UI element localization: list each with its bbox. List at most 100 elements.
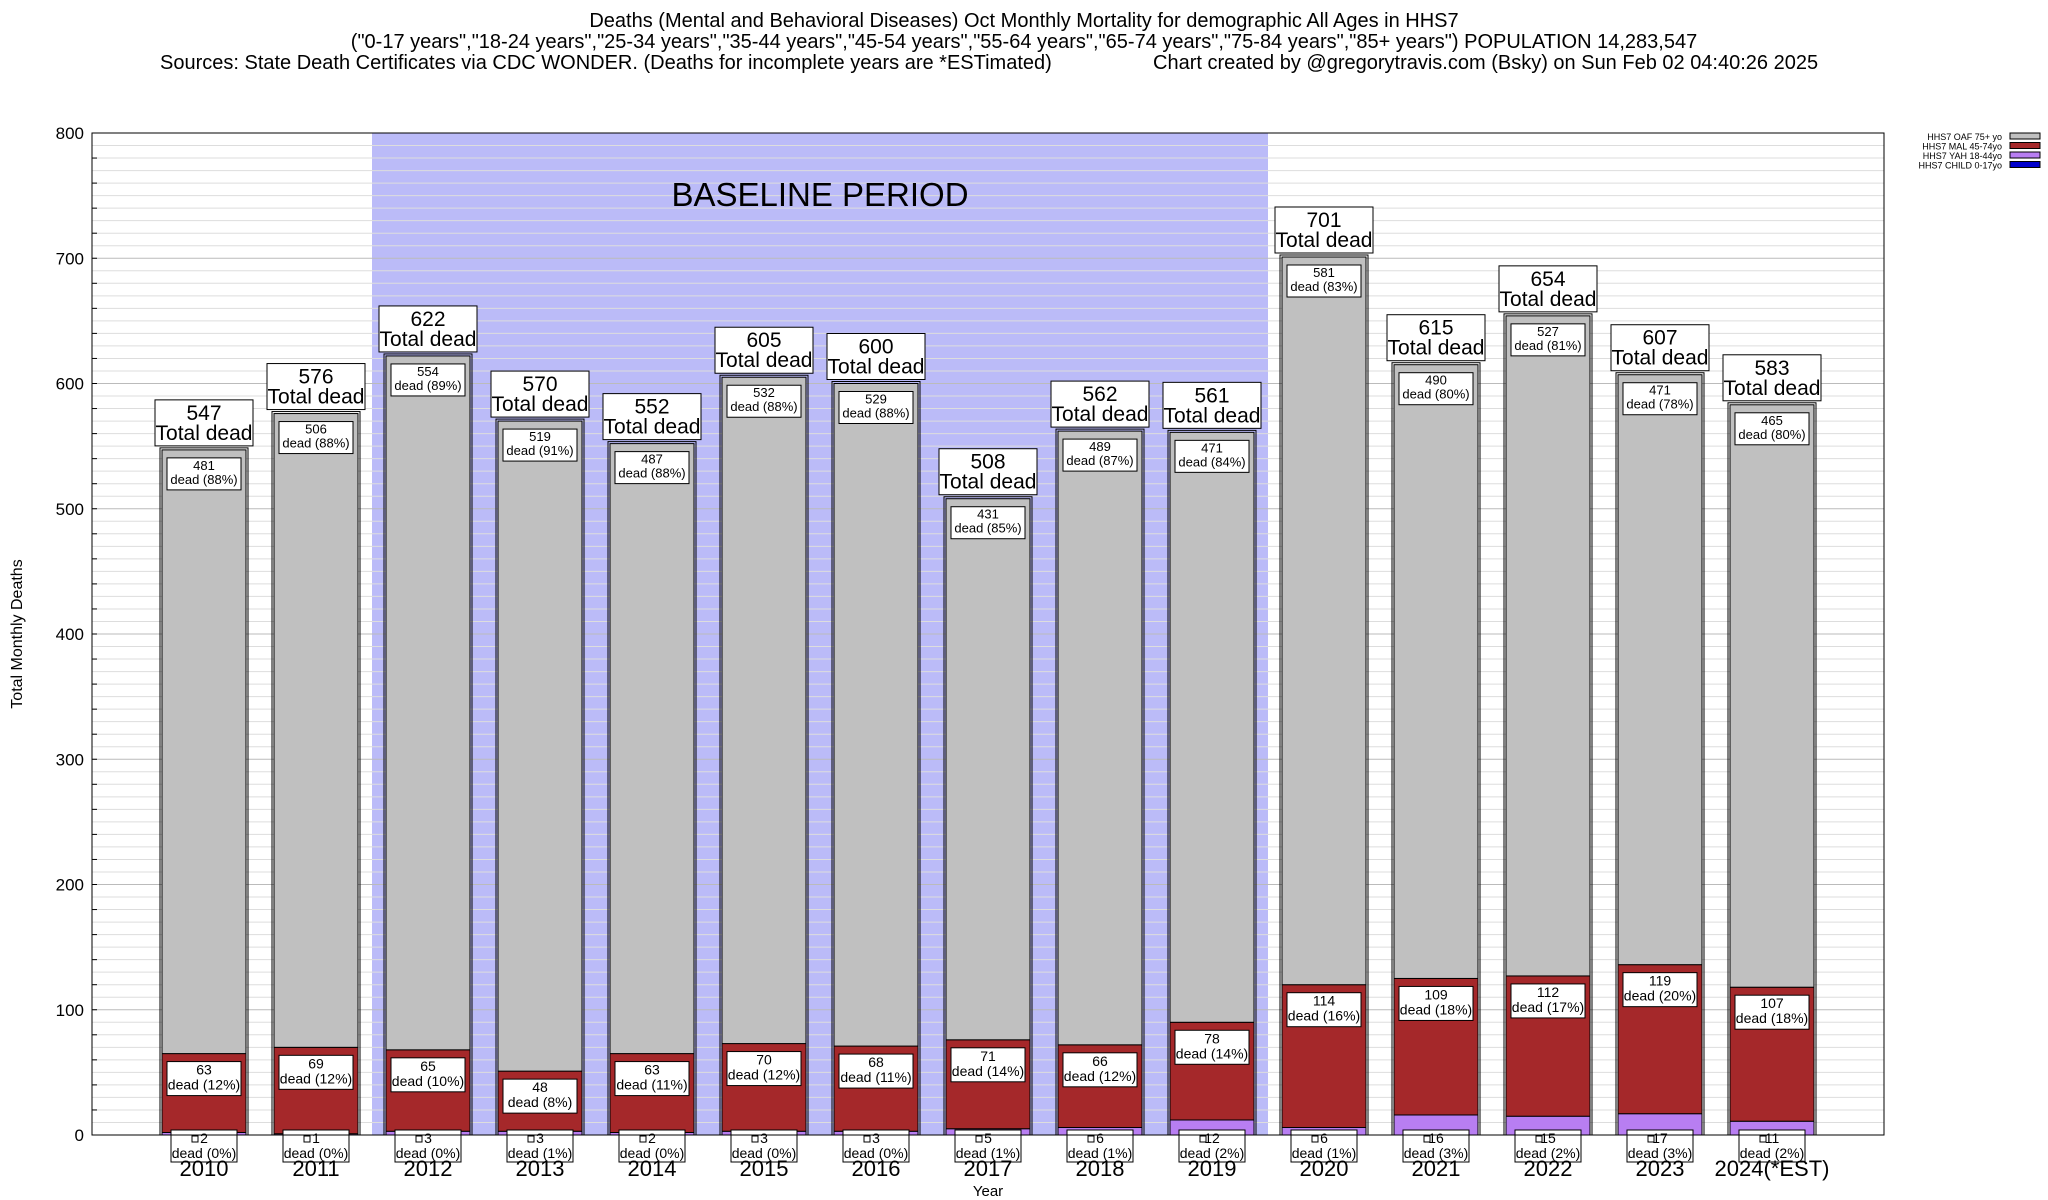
y-tick-label: 600: [56, 375, 84, 394]
total-value-label: 654: [1530, 268, 1565, 291]
mal-value-label-box: [1286, 992, 1362, 1028]
mal-value-label: dead (10%): [392, 1073, 464, 1089]
x-tick-label: 2020: [1300, 1156, 1349, 1181]
bar-oaf-2021: [1393, 364, 1479, 979]
bar-oaf-2011: [273, 413, 359, 1048]
y-axis-label: Total Monthly Deaths: [9, 559, 26, 708]
y-tick-label: 800: [56, 124, 84, 143]
oaf-value-label: dead (88%): [730, 399, 797, 414]
yah-value-label: dead (1%): [1068, 1145, 1133, 1161]
total-label-box-2022: [1498, 265, 1598, 313]
chart-credit: Chart created by @gregorytravis.com (Bsk…: [1153, 52, 1819, 74]
oaf-value-label-box: [726, 384, 802, 418]
oaf-value-label: 554: [417, 364, 439, 379]
chart-sources: Sources: State Death Certificates via CD…: [160, 52, 1052, 74]
x-tick-label: 2021: [1412, 1156, 1461, 1181]
yah-value-label: dead (0%): [732, 1145, 797, 1161]
x-tick-label: 2018: [1076, 1156, 1125, 1181]
yah-value-label: 6: [1320, 1130, 1328, 1146]
y-tick-label: 100: [56, 1001, 84, 1020]
y-tick-label: 700: [56, 249, 84, 268]
yah-marker-2015: [751, 1135, 759, 1143]
total-dead-label: Total dead: [1164, 404, 1261, 427]
mal-value-label: 68: [868, 1054, 884, 1070]
mal-value-label-box: [950, 1047, 1026, 1083]
oaf-value-label: 471: [1649, 383, 1671, 398]
bar-oaf-2016: [833, 383, 919, 1047]
x-tick-label: 2023: [1636, 1156, 1685, 1181]
total-label-box-2017: [938, 448, 1038, 496]
oaf-value-label-box: [1510, 323, 1586, 357]
total-value-label: 583: [1754, 357, 1789, 380]
total-label-box-2021: [1386, 314, 1486, 362]
mal-value-label: dead (11%): [840, 1069, 911, 1085]
mal-value-label: 63: [644, 1062, 660, 1078]
chart-title-line-2: ("0-17 years","18-24 years","25-34 years…: [350, 31, 1698, 53]
oaf-value-label-box: [166, 457, 242, 491]
bar-oaf-2010: [161, 449, 247, 1055]
yah-marker-2019: [1199, 1135, 1207, 1143]
yah-marker-2023: [1647, 1135, 1655, 1143]
mal-value-label: dead (12%): [728, 1067, 800, 1083]
oaf-value-label-box: [1734, 412, 1810, 446]
oaf-value-label: 529: [865, 392, 887, 407]
yah-value-label: 2: [200, 1130, 208, 1146]
yah-value-label: dead (3%): [1628, 1145, 1693, 1161]
baseline-period-label: BASELINE PERIOD: [671, 176, 968, 213]
mal-value-label-box: [1062, 1052, 1138, 1088]
bar-oaf-2018: [1057, 430, 1143, 1046]
yah-value-label: dead (1%): [508, 1145, 573, 1161]
mal-value-label-box: [390, 1057, 466, 1093]
mal-value-label: dead (20%): [1624, 988, 1696, 1004]
plot-frame: [91, 132, 1885, 1136]
mal-value-label-box: [1734, 994, 1810, 1030]
y-tick-label: 200: [56, 876, 84, 895]
oaf-value-label-box: [950, 506, 1026, 540]
yah-marker-2024(*EST): [1759, 1135, 1767, 1143]
total-dead-label: Total dead: [380, 328, 477, 351]
total-label-box-2018: [1050, 380, 1150, 428]
total-value-label: 607: [1642, 327, 1677, 350]
mal-value-label: 48: [532, 1079, 548, 1095]
legend-swatch: [2009, 161, 2041, 168]
oaf-value-label: dead (80%): [1402, 387, 1469, 402]
mal-value-label-box: [614, 1061, 690, 1097]
yah-value-label: dead (1%): [956, 1145, 1021, 1161]
total-label-box-2012: [378, 305, 478, 353]
yah-value-label: 3: [536, 1130, 544, 1146]
total-dead-label: Total dead: [1276, 229, 1373, 252]
oaf-value-label: 506: [305, 422, 327, 437]
bar-oaf-2015: [721, 376, 807, 1045]
bar-oaf-2022: [1505, 315, 1591, 977]
total-label-box-2010: [154, 399, 254, 447]
total-dead-label: Total dead: [156, 422, 253, 445]
total-value-label: 552: [634, 396, 669, 419]
oaf-value-label: 527: [1537, 324, 1559, 339]
mal-value-label: dead (17%): [1512, 999, 1584, 1015]
total-dead-label: Total dead: [716, 349, 813, 372]
total-label-box-2024(*EST): [1722, 354, 1822, 402]
yah-marker-2021: [1423, 1135, 1431, 1143]
total-dead-label: Total dead: [1500, 288, 1597, 311]
total-dead-label: Total dead: [1612, 347, 1709, 370]
bar-oaf-2013: [497, 420, 583, 1072]
total-dead-label: Total dead: [492, 393, 589, 416]
mal-value-label-box: [1622, 972, 1698, 1008]
yah-value-label: 2: [648, 1130, 656, 1146]
oaf-value-label-box: [278, 421, 354, 455]
total-value-label: 622: [410, 308, 445, 331]
total-dead-label: Total dead: [1388, 337, 1485, 360]
oaf-value-label: dead (88%): [842, 406, 909, 421]
mal-value-label-box: [1174, 1029, 1250, 1065]
mal-value-label: dead (12%): [280, 1070, 352, 1086]
oaf-value-label-box: [1174, 439, 1250, 473]
yah-marker-2012: [415, 1135, 423, 1143]
y-tick-label: 500: [56, 500, 84, 519]
total-value-label: 561: [1194, 384, 1229, 407]
yah-value-label: 3: [760, 1130, 768, 1146]
x-axis-label: Year: [973, 1183, 1003, 1200]
total-value-label: 508: [970, 451, 1005, 474]
yah-marker-2013: [527, 1135, 535, 1143]
total-dead-label: Total dead: [268, 386, 365, 409]
oaf-value-label: 581: [1313, 265, 1335, 280]
